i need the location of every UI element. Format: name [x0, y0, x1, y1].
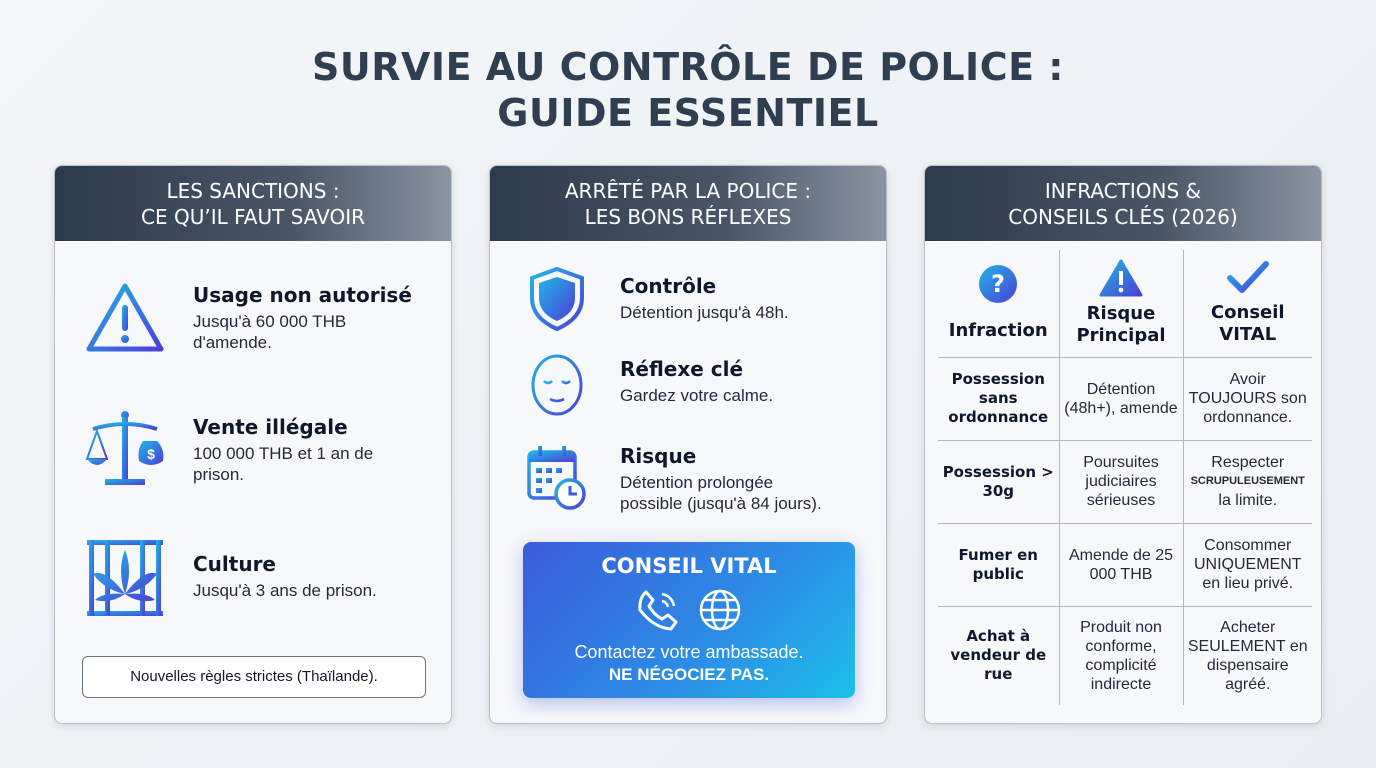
table-row: Achat à vendeur de rue Produit non confor…: [938, 605, 1312, 705]
item-title: Vente illégale: [193, 415, 348, 439]
sanctions-card: LES SANCTIONS : CE QU’IL FAUT SAVOIR Usag…: [54, 165, 452, 724]
item-text: Jusqu'à 3 ans de prison.: [193, 581, 377, 600]
globe-icon: [699, 589, 741, 631]
infraction-cell: Achat à vendeur de rue: [938, 605, 1060, 705]
column-header: Risque Principal: [1058, 250, 1184, 358]
table-row: Fumer en public Amende de 25 000 THB Conso…: [938, 522, 1312, 607]
item-text: possible (jusqu'à 84 jours).: [620, 494, 822, 513]
reflexes-card: ARRÊTÉ PAR LA POLICE : LES BONS RÉFLEXES …: [489, 165, 887, 724]
sanction-item: Usage non autorisé Jusqu'à 60 000 THB d'am…: [85, 281, 412, 355]
title-line-2: GUIDE ESSENTIEL: [497, 91, 879, 135]
vital-title: CONSEIL VITAL: [601, 554, 777, 578]
question-icon: ?: [979, 265, 1018, 304]
item-text: Détention prolongée: [620, 473, 774, 492]
table-header-row: ? Infraction Risque Principal Conseil VITAL: [938, 250, 1312, 358]
header-text: Infraction: [948, 320, 1048, 342]
title-line-1: SURVIE AU CONTRÔLE DE POLICE :: [312, 45, 1064, 89]
cannabis-jail-icon: [87, 540, 163, 616]
header-line: LES SANCTIONS :: [166, 179, 340, 203]
reflex-item: Risque Détention prolongée possible (jusqu…: [526, 444, 822, 514]
risk-cell: Amende de 25 000 THB: [1058, 522, 1184, 607]
table-row: Possession > 30g Poursuites judiciaires s…: [938, 439, 1312, 524]
infraction-cell: Possession sans ordonnance: [938, 356, 1060, 441]
header-line: ARRÊTÉ PAR LA POLICE :: [564, 179, 812, 203]
header-text: Principal: [1076, 325, 1166, 347]
header-line: INFRACTIONS &: [1044, 179, 1202, 203]
infractions-card: INFRACTIONS & CONSEILS CLÉS (2026) ? Infra…: [924, 165, 1322, 724]
sanction-item: $ Vente illégale 100 000 THB et 1 an de pr…: [85, 409, 373, 489]
vital-text-bold: NE NÉGOCIEZ PAS.: [608, 665, 770, 684]
item-title: Culture: [193, 552, 276, 576]
header-text: VITAL: [1219, 324, 1277, 346]
reflex-item: Contrôle Détention jusqu'à 48h.: [528, 266, 789, 332]
infraction-cell: Fumer en public: [938, 522, 1060, 607]
item-text: d'amende.: [193, 333, 272, 352]
reflex-item: Réflexe clé Gardez votre calme.: [528, 353, 773, 421]
header-text: Risque: [1086, 303, 1156, 325]
calendar-clock-icon: [527, 446, 586, 510]
advice-cell: Acheter SEULEMENT en dispensaire agréé.: [1182, 605, 1312, 705]
item-title: Usage non autorisé: [193, 283, 412, 307]
advice-cell: Respecter SCRUPULEUSEMENT la limite.: [1182, 439, 1312, 524]
item-text: Jusqu'à 60 000 THB: [193, 312, 347, 331]
vital-advice-box: CONSEIL VITAL Contactez votre ambassade.…: [523, 542, 855, 698]
advice-cell: Consommer UNIQUEMENT en lieu privé.: [1182, 522, 1312, 607]
svg-text:$: $: [147, 446, 155, 462]
header-line: CONSEILS CLÉS (2026): [1008, 205, 1238, 229]
item-text: prison.: [193, 465, 245, 484]
checkmark-icon: [1226, 261, 1269, 294]
item-title: Risque: [620, 444, 697, 468]
rules-note: Nouvelles règles strictes (Thaïlande).: [82, 656, 426, 698]
risk-cell: Poursuites judiciaires sérieuses: [1058, 439, 1184, 524]
warning-icon: [1099, 259, 1143, 297]
item-text: 100 000 THB et 1 an de: [193, 444, 374, 463]
column-header: Conseil VITAL: [1182, 250, 1312, 358]
infraction-cell: Possession > 30g: [938, 439, 1060, 524]
item-text: Détention jusqu'à 48h.: [620, 303, 789, 322]
header-text: Conseil: [1210, 302, 1285, 324]
warning-triangle-icon: [86, 283, 164, 352]
card-header: INFRACTIONS & CONSEILS CLÉS (2026): [925, 166, 1321, 241]
item-title: Réflexe clé: [620, 357, 744, 381]
card-header: LES SANCTIONS : CE QU’IL FAUT SAVOIR: [55, 166, 451, 241]
table-row: Possession sans ordonnance Détention (48h…: [938, 356, 1312, 441]
svg-text:?: ?: [991, 270, 1005, 298]
shield-icon: [530, 266, 584, 332]
page-title: SURVIE AU CONTRÔLE DE POLICE : GUIDE ESS…: [0, 44, 1376, 136]
column-header: ? Infraction: [938, 250, 1060, 358]
card-header: ARRÊTÉ PAR LA POLICE : LES BONS RÉFLEXES: [490, 166, 886, 241]
header-line: CE QU’IL FAUT SAVOIR: [141, 205, 365, 229]
risk-cell: Produit non conforme, complicité indirec…: [1058, 605, 1184, 705]
infractions-table: ? Infraction Risque Principal Conseil VITAL…: [938, 250, 1312, 705]
phone-icon: [638, 590, 678, 631]
calm-face-icon: [531, 354, 583, 416]
header-line: LES BONS RÉFLEXES: [584, 205, 792, 229]
scale-money-icon: $: [85, 411, 164, 485]
sanction-item: Culture Jusqu'à 3 ans de prison.: [85, 538, 377, 618]
item-text: Gardez votre calme.: [620, 386, 774, 405]
risk-cell: Détention (48h+), amende: [1058, 356, 1184, 441]
vital-text: Contactez votre ambassade.: [574, 642, 804, 662]
item-title: Contrôle: [620, 274, 717, 298]
advice-cell: Avoir TOUJOURS son ordonnance.: [1182, 356, 1312, 441]
